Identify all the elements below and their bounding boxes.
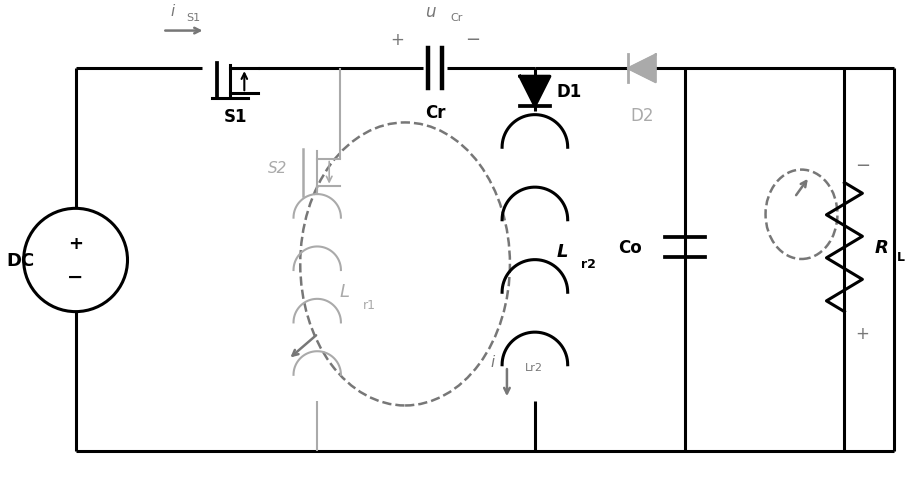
Text: D1: D1 xyxy=(557,83,582,101)
Text: i: i xyxy=(171,4,174,19)
Text: r1: r1 xyxy=(363,298,377,311)
Text: R: R xyxy=(874,238,888,257)
Text: L: L xyxy=(897,251,905,264)
Text: S2: S2 xyxy=(268,161,287,176)
Text: +: + xyxy=(68,234,83,253)
Text: Cr: Cr xyxy=(425,104,445,122)
Text: +: + xyxy=(856,325,869,343)
Polygon shape xyxy=(520,77,550,107)
Text: S1: S1 xyxy=(223,108,247,126)
Text: L: L xyxy=(557,242,569,261)
Text: S1: S1 xyxy=(186,13,200,23)
Text: Cr: Cr xyxy=(450,13,463,23)
Text: u: u xyxy=(425,3,436,21)
Text: Lr2: Lr2 xyxy=(525,363,543,372)
Text: r2: r2 xyxy=(581,258,595,271)
Text: +: + xyxy=(390,31,404,49)
Text: −: − xyxy=(855,156,870,174)
Text: −: − xyxy=(465,31,481,49)
Text: L: L xyxy=(339,283,349,301)
Text: Co: Co xyxy=(617,238,641,257)
Text: −: − xyxy=(67,268,84,287)
Text: D2: D2 xyxy=(630,107,653,125)
Text: DC: DC xyxy=(6,252,35,270)
Text: i: i xyxy=(491,354,495,369)
Polygon shape xyxy=(628,55,655,83)
